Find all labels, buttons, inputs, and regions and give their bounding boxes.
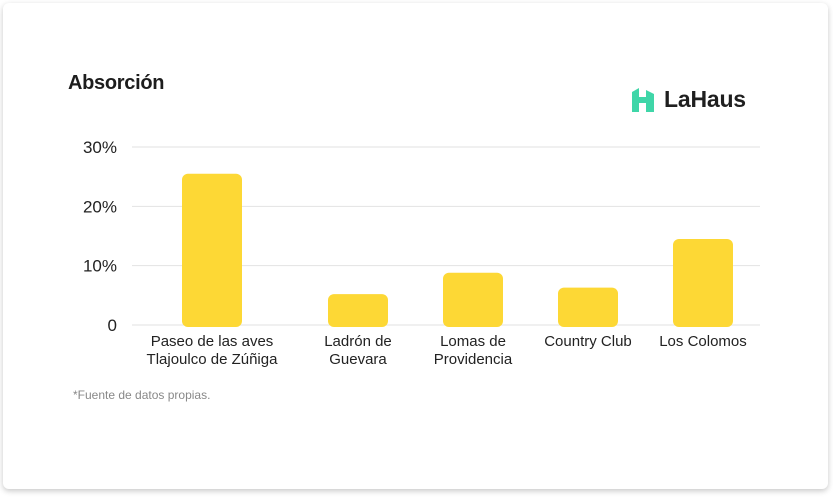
- x-tick-label: Paseo de las aves Tlajoulco de Zúñiga: [147, 333, 279, 368]
- x-tick-label: Ladrón de Guevara: [324, 333, 392, 368]
- bar: [182, 173, 242, 327]
- bar: [443, 272, 503, 327]
- chart-title: Absorción: [68, 72, 165, 94]
- y-tick-label: 30%: [83, 138, 117, 157]
- y-tick-label: 20%: [83, 197, 117, 216]
- x-tick-label: Los Colomos: [659, 333, 747, 350]
- x-tick-label: Lomas de Providencia: [434, 333, 513, 368]
- lahaus-logo: LaHaus: [631, 86, 746, 113]
- x-tick-label: Country Club: [544, 333, 632, 350]
- logo-text: LaHaus: [664, 86, 746, 112]
- y-tick-label: 0: [108, 316, 117, 335]
- house-logo-icon: [632, 87, 654, 112]
- bar: [328, 294, 388, 327]
- y-tick-label: 10%: [83, 257, 117, 276]
- bar: [558, 287, 618, 327]
- bar: [673, 238, 733, 327]
- footnote: *Fuente de datos propias.: [73, 388, 211, 402]
